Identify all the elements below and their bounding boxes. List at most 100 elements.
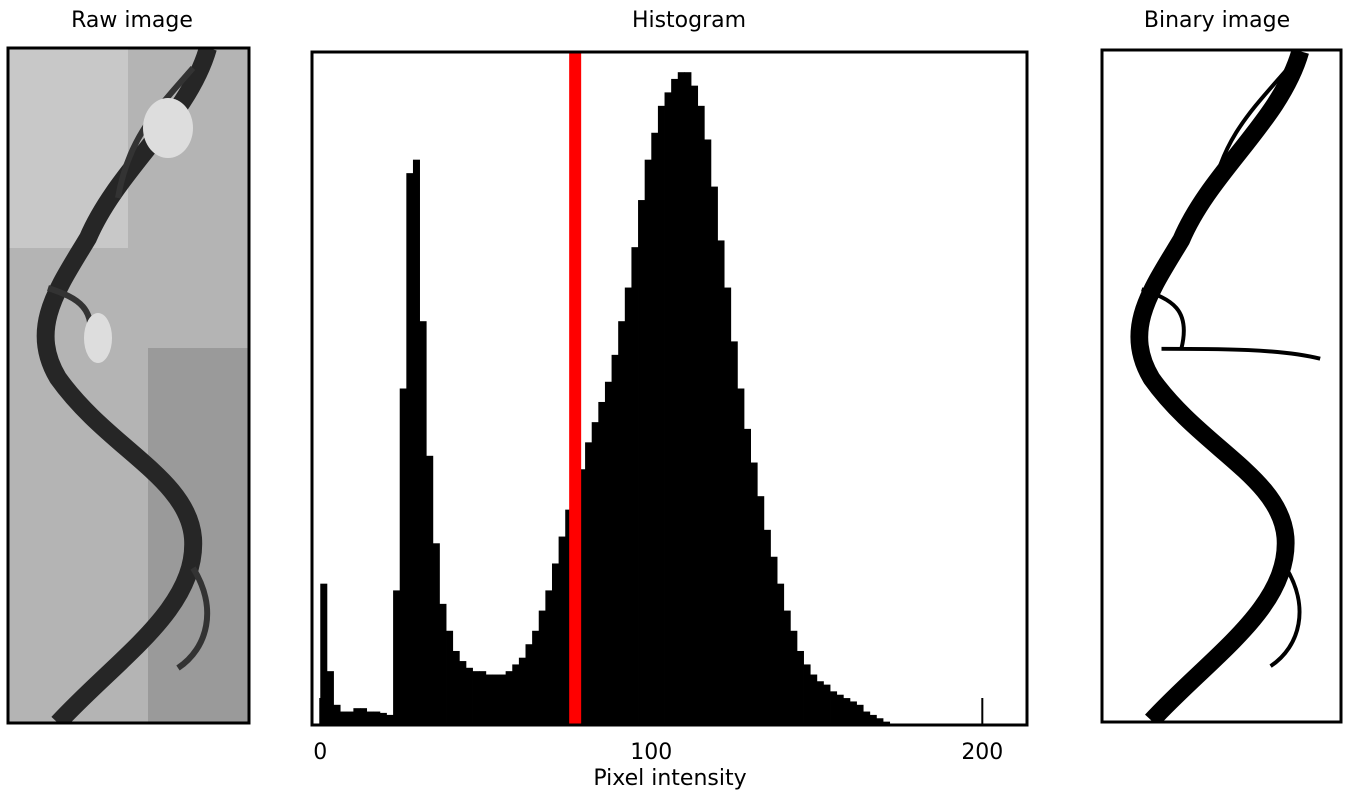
bar — [717, 240, 725, 725]
bar — [604, 381, 612, 725]
bar — [863, 711, 871, 725]
bar — [710, 186, 718, 726]
panel-title: Raw image — [71, 8, 193, 33]
bar — [796, 650, 804, 725]
bar — [373, 711, 381, 725]
bar — [624, 287, 632, 725]
bar — [320, 583, 328, 725]
bar — [591, 422, 599, 725]
bar — [684, 72, 692, 725]
bar — [465, 667, 473, 725]
bar — [439, 603, 447, 725]
bar — [393, 590, 401, 725]
bar — [704, 139, 712, 726]
bar — [499, 674, 507, 725]
bar — [485, 674, 493, 725]
bar — [651, 132, 659, 725]
bar — [578, 469, 586, 725]
x-tick-label: 0 — [313, 740, 327, 765]
bar — [585, 442, 593, 725]
bar — [644, 159, 652, 725]
bar — [419, 321, 427, 725]
bar — [359, 708, 368, 725]
bar — [366, 711, 374, 725]
bar — [532, 630, 540, 725]
bar — [611, 354, 619, 725]
bar — [631, 247, 639, 726]
raw-image — [8, 48, 249, 723]
bar — [790, 630, 798, 725]
bar — [823, 684, 831, 725]
bar — [379, 712, 387, 725]
bar — [856, 704, 864, 725]
bar — [803, 664, 811, 725]
bar — [876, 718, 884, 725]
bar — [353, 708, 361, 725]
bar — [843, 698, 851, 725]
bar — [783, 610, 791, 725]
bar — [816, 681, 824, 725]
bar — [743, 428, 751, 725]
bar — [869, 714, 877, 725]
bar — [777, 583, 785, 725]
bar — [492, 674, 500, 725]
bar — [459, 661, 467, 725]
bar — [538, 610, 546, 725]
bar — [446, 630, 454, 725]
bar — [770, 556, 778, 725]
x-tick-label: 100 — [630, 740, 672, 765]
bar — [340, 711, 348, 725]
bar — [677, 72, 685, 725]
bar — [346, 711, 354, 725]
bar — [386, 714, 394, 725]
bar — [472, 671, 480, 725]
bar — [551, 563, 560, 725]
bar — [545, 590, 553, 725]
bar — [512, 664, 520, 725]
bar — [664, 92, 672, 725]
bar — [849, 701, 857, 725]
bar — [763, 529, 771, 725]
bar — [671, 78, 679, 726]
bar — [697, 105, 705, 726]
bar — [724, 287, 732, 725]
bar — [426, 455, 434, 725]
bar — [518, 657, 526, 725]
chart-title: Histogram — [632, 8, 746, 33]
bar — [598, 401, 606, 725]
image-frame — [6, 46, 251, 725]
bar — [830, 691, 838, 725]
bar — [452, 650, 460, 725]
threshold-line — [569, 52, 582, 725]
bar — [737, 388, 745, 725]
plot-frame — [310, 50, 1029, 727]
bar — [730, 341, 738, 725]
bar — [406, 173, 414, 725]
bar — [333, 704, 341, 725]
image-frame — [1100, 48, 1343, 724]
bar — [565, 509, 573, 725]
bar — [750, 462, 758, 725]
x-axis-label: Pixel intensity — [593, 766, 746, 791]
bar — [399, 388, 407, 725]
bar — [558, 536, 566, 725]
bar — [836, 694, 844, 725]
bar — [691, 85, 699, 725]
bar — [479, 671, 487, 725]
bar — [432, 543, 440, 725]
binary-image — [1102, 50, 1341, 722]
bar — [412, 159, 420, 725]
bar — [525, 644, 533, 725]
x-tick-label: 200 — [961, 740, 1003, 765]
bar — [810, 674, 818, 725]
bar — [618, 321, 626, 725]
bar — [505, 671, 513, 725]
bar — [638, 200, 646, 725]
bar — [326, 671, 334, 725]
bar — [883, 721, 891, 725]
bar — [757, 496, 765, 725]
panel-title: Binary image — [1144, 8, 1290, 33]
bar — [657, 105, 665, 726]
